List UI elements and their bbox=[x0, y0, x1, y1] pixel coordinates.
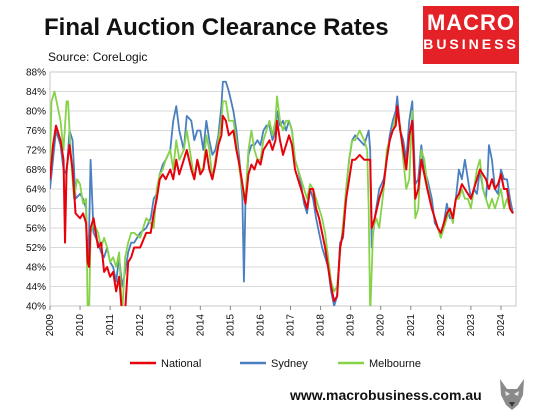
y-tick-label: 80% bbox=[26, 107, 46, 118]
wolf-mascot-icon bbox=[500, 379, 524, 410]
x-tick-label: 2013 bbox=[165, 314, 176, 337]
x-tick-label: 2016 bbox=[255, 314, 266, 337]
x-tick-label: 2017 bbox=[286, 314, 297, 337]
x-tick-label: 2021 bbox=[406, 314, 417, 337]
macrobusiness-logo: MACRO BUSINESS bbox=[423, 6, 519, 64]
legend-label-national: National bbox=[161, 358, 201, 370]
x-tick-label: 2015 bbox=[225, 314, 236, 337]
x-tick-label: 2019 bbox=[346, 314, 357, 337]
y-tick-label: 64% bbox=[26, 185, 46, 196]
x-tick-label: 2018 bbox=[316, 314, 327, 337]
legend-label-melbourne: Melbourne bbox=[369, 358, 421, 370]
x-tick-label: 2022 bbox=[436, 314, 447, 337]
y-tick-label: 44% bbox=[26, 282, 46, 293]
x-tick-label: 2011 bbox=[105, 314, 116, 336]
x-tick-label: 2010 bbox=[75, 314, 86, 337]
series-line-national bbox=[50, 105, 514, 306]
legend-label-sydney: Sydney bbox=[271, 358, 308, 370]
y-axis-ticks: 40% 44% 48% 52% 56% 60% 64% 68% 72% 76% 80% 84% 88% bbox=[26, 68, 46, 313]
series-lines bbox=[50, 80, 514, 306]
legend: National Sydney Melbourne bbox=[130, 358, 421, 370]
y-tick-label: 72% bbox=[26, 146, 46, 157]
x-tick-label: 2024 bbox=[496, 314, 507, 337]
y-tick-label: 84% bbox=[26, 87, 46, 98]
chart-source: Source: CoreLogic bbox=[48, 50, 148, 64]
x-tick-label: 2014 bbox=[195, 314, 206, 337]
y-tick-label: 40% bbox=[26, 302, 46, 313]
y-tick-label: 76% bbox=[26, 126, 46, 137]
footer-url: www.macrobusiness.com.au bbox=[290, 387, 482, 403]
y-tick-label: 48% bbox=[26, 263, 46, 274]
chart-title: Final Auction Clearance Rates bbox=[44, 14, 389, 41]
y-tick-label: 68% bbox=[26, 165, 46, 176]
x-tick-label: 2012 bbox=[135, 314, 146, 337]
y-tick-label: 52% bbox=[26, 243, 46, 254]
y-tick-label: 88% bbox=[26, 68, 46, 79]
x-tick-label: 2023 bbox=[466, 314, 477, 337]
gridlines bbox=[50, 91, 516, 287]
x-axis-ticks: 2009 2010 2011 2012 2013 2014 2015 2016 2017 2018… bbox=[45, 306, 507, 336]
logo-line-1: MACRO bbox=[426, 10, 516, 35]
y-tick-label: 56% bbox=[26, 224, 46, 235]
x-tick-label: 2009 bbox=[45, 314, 56, 337]
logo-line-2: BUSINESS bbox=[423, 36, 519, 52]
x-tick-label: 2020 bbox=[376, 314, 387, 337]
y-tick-label: 60% bbox=[26, 204, 46, 215]
